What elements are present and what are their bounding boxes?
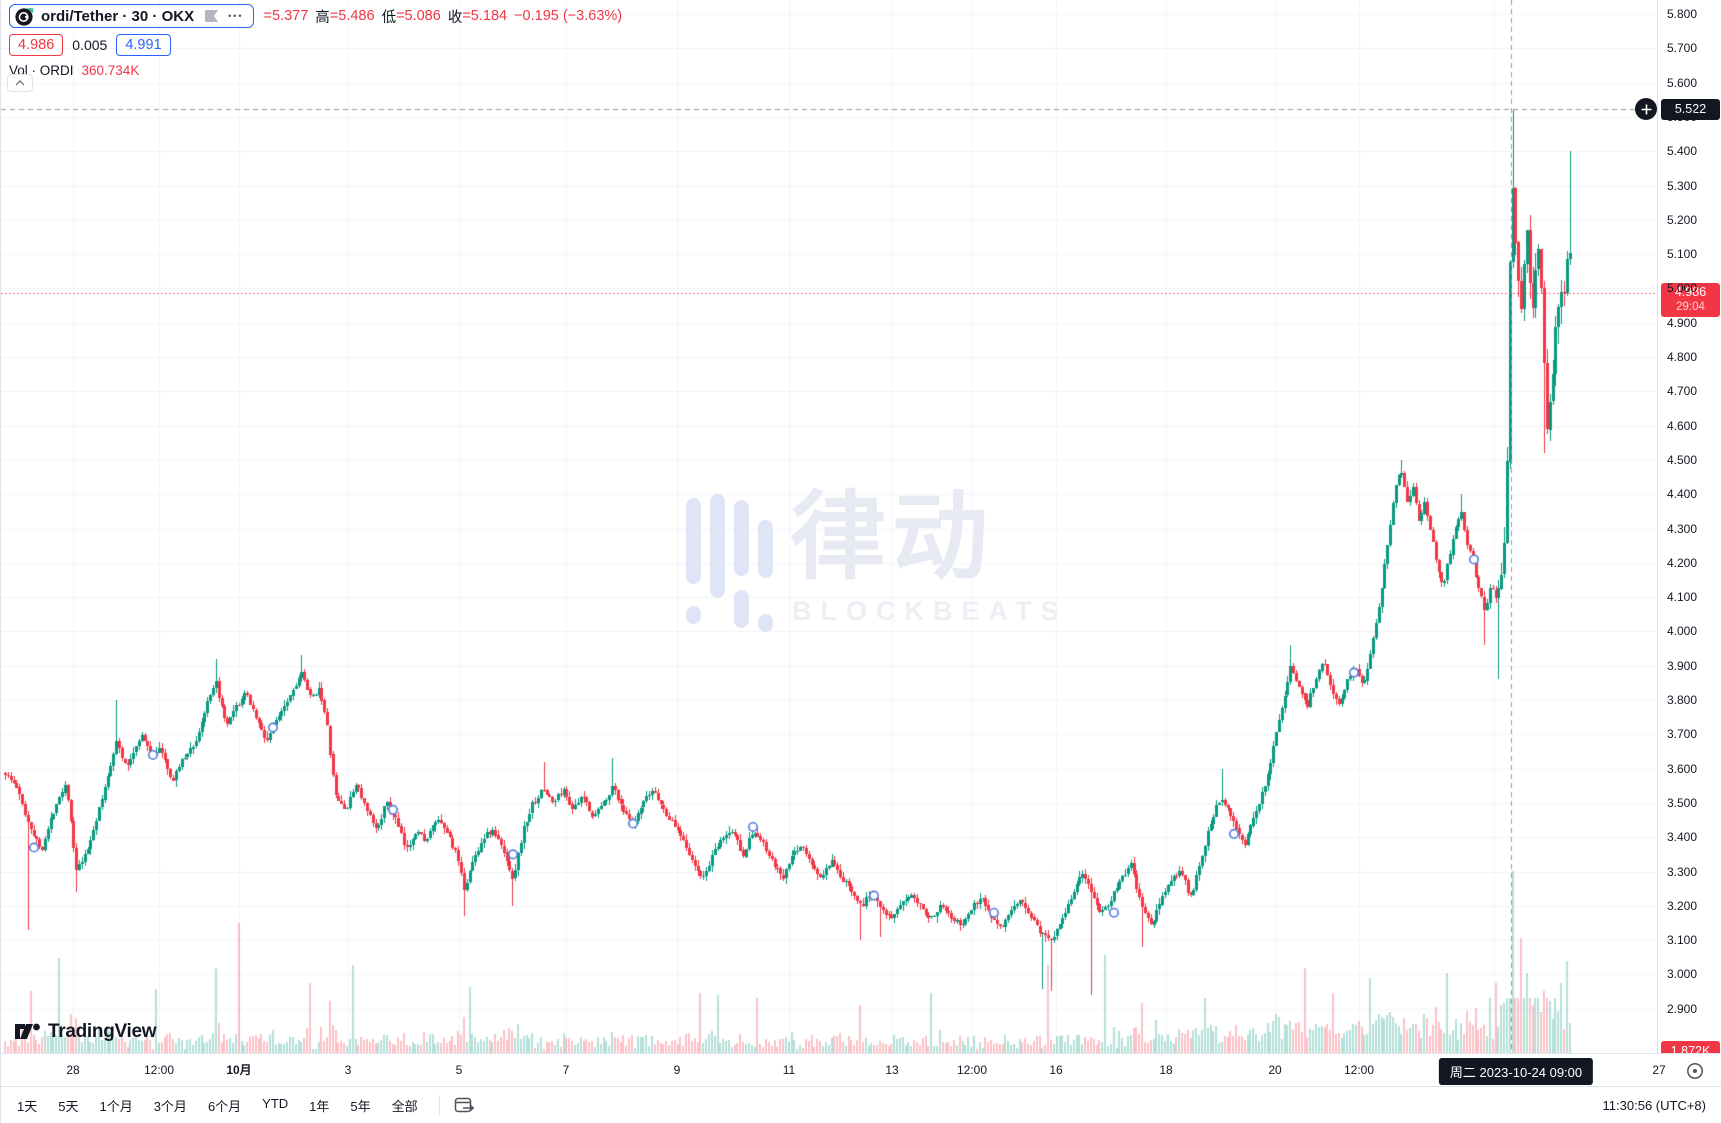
flag-icon[interactable] (205, 9, 219, 23)
price-axis[interactable]: 5.522 4.986 29:04 1.872K 5.800 5.700 5.600… (1635, 0, 1721, 1062)
bar-countdown: 29:04 (1676, 301, 1705, 314)
bottom-toolbar: 1天 5天 1个月 3个月 6个月 YTD 1年 5年 全部 11:30:56 (UTC+8) (1, 1086, 1721, 1123)
range-button-1天[interactable]: 1天 (17, 1098, 38, 1114)
ohlc-field-value: =5.377 (263, 8, 309, 24)
range-button-6个月[interactable]: 6个月 (207, 1098, 242, 1114)
price-axis-label: 3.100 (1667, 933, 1698, 948)
time-axis-label: 27 (1652, 1063, 1666, 1077)
time-axis[interactable]: 周二 2023-10-24 09:00 28 12:00 10月 3 5 7 9 11 13 12… (1, 1053, 1721, 1086)
symbol-pill[interactable]: ordi/Tether · 30 · OKX ••• (9, 4, 254, 28)
time-axis-label: 28 (66, 1063, 80, 1077)
toolbar-divider (438, 1095, 440, 1115)
ohlc-field-value: =5.486 (329, 8, 375, 24)
time-axis-label: 3 (344, 1063, 352, 1077)
time-axis-label: 9 (673, 1063, 681, 1077)
time-axis-label: 20 (1268, 1063, 1282, 1077)
ohlc-values: =5.377 高 =5.486 低 =5.086 收 =5.184 −0.195 (−3.63… (257, 6, 623, 27)
price-axis-label: 5.700 (1667, 41, 1698, 56)
range-buttons-group: 1天 5天 1个月 3个月 6个月 YTD 1年 5年 全部 (17, 1096, 439, 1115)
time-axis-label: 12:00 (1343, 1063, 1375, 1077)
last-price-label: 4.986 29:04 (1661, 283, 1720, 318)
chart-plot-area[interactable]: 律动 BLOCKBEATS ordi/Tether · 30 · OKX (1, 0, 1657, 1053)
price-axis-label: 3.300 (1667, 864, 1698, 879)
more-options-button[interactable]: ••• (228, 11, 244, 21)
spread-value: 0.005 (72, 37, 108, 53)
symbol-title: ordi/Tether · 30 · OKX (41, 7, 195, 25)
time-axis-label: 13 (885, 1063, 899, 1077)
legend-collapse-button[interactable] (7, 74, 33, 92)
add-alert-plus-button[interactable] (1635, 98, 1657, 121)
price-axis-label: 5.800 (1667, 7, 1698, 22)
last-price-value: 4.986 (1674, 285, 1707, 300)
time-axis-label: 12:00 (143, 1063, 175, 1077)
ohlc-field-value: =5.086 (396, 8, 441, 24)
time-axis-label: 10月 (226, 1063, 252, 1077)
price-axis-label: 3.200 (1667, 898, 1698, 913)
bid-price-box[interactable]: 4.986 (9, 34, 64, 56)
price-axis-label: 3.000 (1667, 967, 1698, 982)
range-button-1年[interactable]: 1年 (309, 1098, 330, 1114)
price-axis-label: 5.400 (1667, 144, 1698, 159)
ohlc-field-label: 收 (447, 9, 463, 26)
price-axis-label: 3.400 (1667, 830, 1698, 845)
time-axis-label: 12:00 (956, 1063, 988, 1077)
range-button-5天[interactable]: 5天 (58, 1098, 79, 1114)
price-axis-label: 3.700 (1667, 727, 1698, 742)
candlestick-canvas[interactable] (1, 0, 1657, 1053)
ohlc-field-label: 高 (315, 9, 330, 26)
chevron-up-icon (15, 80, 25, 86)
time-axis-label: 11 (782, 1063, 796, 1077)
range-button-1个月[interactable]: 1个月 (99, 1098, 133, 1114)
timezone-settings-icon[interactable] (1685, 1061, 1705, 1081)
plus-icon (1641, 104, 1651, 115)
go-to-date-button[interactable] (454, 1096, 475, 1115)
price-axis-label: 5.600 (1667, 75, 1698, 90)
price-axis-label: 5.300 (1667, 178, 1698, 193)
price-axis-label: 4.000 (1667, 624, 1698, 639)
crosshair-date-label: 周二 2023-10-24 09:00 (1438, 1058, 1594, 1085)
chart-legend: ordi/Tether · 30 · OKX ••• =5.377 高 =5.486… (9, 4, 622, 78)
time-axis-label: 5 (455, 1063, 463, 1077)
price-axis-label: 3.500 (1667, 795, 1698, 810)
price-axis-label: 5.000 (1667, 281, 1698, 296)
clock-utc-label[interactable]: 11:30:56 (UTC+8) (1602, 1097, 1706, 1113)
ordi-logo-icon (15, 7, 34, 26)
range-button-3个月[interactable]: 3个月 (153, 1098, 187, 1114)
range-button-全部[interactable]: 全部 (391, 1098, 418, 1114)
time-axis-label: 16 (1049, 1063, 1063, 1077)
price-axis-label: 3.900 (1667, 658, 1698, 673)
price-axis-label: 4.800 (1667, 350, 1698, 365)
ask-price-box[interactable]: 4.991 (116, 34, 171, 56)
tradingview-logo-icon (15, 1023, 40, 1039)
price-axis-label: 3.600 (1667, 761, 1698, 776)
price-axis-label: 4.300 (1667, 521, 1698, 536)
price-axis-label: 4.500 (1667, 452, 1698, 467)
price-axis-label: 4.900 (1667, 315, 1698, 330)
price-axis-label: 5.200 (1667, 212, 1698, 227)
price-axis-label: 5.500 (1667, 109, 1698, 124)
range-button-YTD[interactable]: YTD (262, 1095, 289, 1111)
ohlc-field-value: =5.184 (462, 8, 508, 24)
volume-study-value: 360.734K (81, 63, 140, 78)
price-axis-label: 4.700 (1667, 384, 1698, 399)
crosshair-price-label: 5.522 (1661, 98, 1720, 120)
time-axis-label: 7 (562, 1063, 570, 1077)
price-axis-label: 4.400 (1667, 487, 1698, 502)
tradingview-logo[interactable]: TradingView (15, 1019, 157, 1044)
time-axis-label: 18 (1159, 1063, 1173, 1077)
price-axis-label: 4.200 (1667, 555, 1698, 570)
price-axis-label: 4.100 (1667, 590, 1698, 605)
ohlc-field-label: 低 (381, 9, 397, 26)
price-axis-label: 4.600 (1667, 418, 1698, 433)
tradingview-logo-text: TradingView (48, 1020, 157, 1042)
range-button-5年[interactable]: 5年 (350, 1098, 371, 1114)
price-axis-label: 2.900 (1667, 1001, 1698, 1016)
ohlc-field-value: −0.195 (−3.63%) (514, 8, 623, 24)
price-axis-label: 3.800 (1667, 693, 1698, 708)
calendar-arrow-icon (454, 1097, 474, 1112)
price-axis-label: 5.100 (1667, 247, 1698, 262)
